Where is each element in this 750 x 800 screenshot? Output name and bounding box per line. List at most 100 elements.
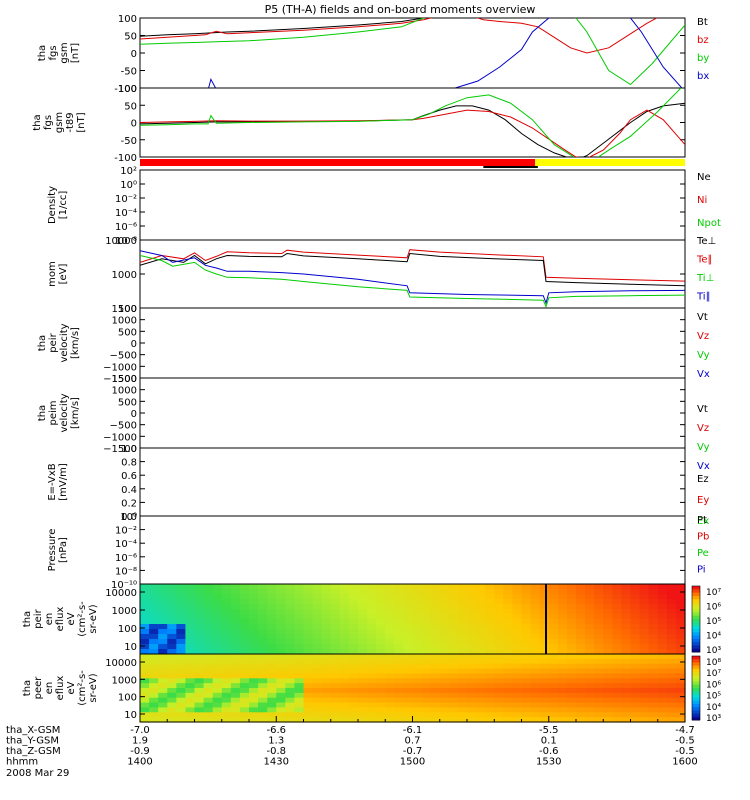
legend-entry: Ti⊥ [696,273,714,284]
heatmap-cell [258,629,268,635]
heatmap-cell [267,609,277,615]
heatmap-cell [358,658,368,665]
heatmap-cell [494,629,504,635]
heatmap-cell [321,673,332,679]
heatmap-cell [385,712,395,718]
heatmap-cell [630,624,641,630]
heatmap-cell [476,717,486,723]
heatmap-cell [194,658,205,665]
heatmap-cell [403,692,414,699]
heatmap-cell [566,649,577,655]
heatmap-cell [421,644,432,650]
series-line-1 [140,18,426,37]
heatmap-cell [321,712,332,718]
heatmap-cell [467,678,477,684]
heatmap-cell [521,614,532,620]
heatmap-cell [376,584,386,590]
heatmap-cell [675,584,686,590]
heatmap-cell [249,692,259,699]
y-tick-label: 1000 [112,270,137,281]
heatmap-cell [285,688,296,694]
series-line-3 [140,18,685,86]
heatmap-cell [539,678,550,684]
heatmap-cell [457,658,468,665]
heatmap-cell [621,654,632,660]
series-line-3 [140,88,682,157]
heatmap-cell [630,717,641,723]
heatmap-cell [194,594,205,600]
heatmap-cell [358,649,368,655]
y-axis-label: [nPa] [58,537,69,563]
heatmap-cell [648,663,659,670]
heatmap-cell [530,663,541,670]
panel-frame [139,169,686,241]
heatmap-cell [494,654,504,660]
heatmap-cell [585,614,595,620]
heatmap-cell [594,624,604,630]
heatmap-cell [167,673,177,679]
colorbar-cell [692,628,700,633]
heatmap-cell [512,678,523,684]
heatmap-cell [430,634,441,640]
colorbar-tick-label: 10⁷ [706,588,721,598]
heatmap-cell [348,717,359,723]
heatmap-cell [267,594,277,600]
y-axis-label: -t89 [65,112,76,132]
heatmap-cell [548,683,559,689]
heatmap-cell [467,692,477,699]
heatmap-cell [585,702,595,709]
heatmap-cell [158,634,168,640]
heatmap-cell [457,654,468,660]
heatmap-cell [457,599,468,605]
heatmap-cell [566,678,577,684]
heatmap-cell [194,639,205,645]
heatmap-cell [621,624,632,630]
heatmap-cell [557,697,568,704]
heatmap-cell [276,619,286,625]
heatmap-cell [566,629,577,635]
heatmap-cell [140,629,150,635]
heatmap-cell [485,639,495,645]
heatmap-cell [394,614,405,620]
heatmap-cell [521,649,532,655]
heatmap-cell [176,634,187,640]
heatmap-cell [630,649,641,655]
heatmap-cell [367,688,377,694]
y-axis-label: peir [48,332,59,352]
heatmap-cell [140,594,150,600]
heatmap-cell [675,614,686,620]
heatmap-cell [648,589,659,595]
heatmap-cell [303,717,314,723]
heatmap-cell [249,584,259,590]
heatmap-cell [330,609,341,615]
heatmap-cell [412,692,423,699]
heatmap-cell [439,614,450,620]
heatmap-cell [194,589,205,595]
heatmap-cell [330,584,341,590]
heatmap-cell [212,629,223,635]
heatmap-cell [140,673,150,679]
heatmap-cell [312,702,323,709]
heatmap-cell [630,584,641,590]
heatmap-cell [167,634,177,640]
y-tick-label: -100 [114,153,137,164]
heatmap-cell [239,654,250,660]
heatmap-cell [258,707,268,713]
heatmap-cell [594,639,604,645]
heatmap-cell [394,697,405,704]
heatmap-cell [294,717,305,723]
heatmap-cell [494,649,504,655]
heatmap-cell [621,717,632,723]
heatmap-cell [594,658,604,665]
y-axis-label: [km/s] [70,397,81,429]
heatmap-cell [385,594,395,600]
heatmap-cell [448,644,459,650]
heatmap-cell [612,692,623,699]
heatmap-cell [358,639,368,645]
heatmap-cell [457,594,468,600]
panel-frame [139,515,686,585]
heatmap-cell [439,717,450,723]
heatmap-cell [530,649,541,655]
heatmap-cell [176,673,187,679]
